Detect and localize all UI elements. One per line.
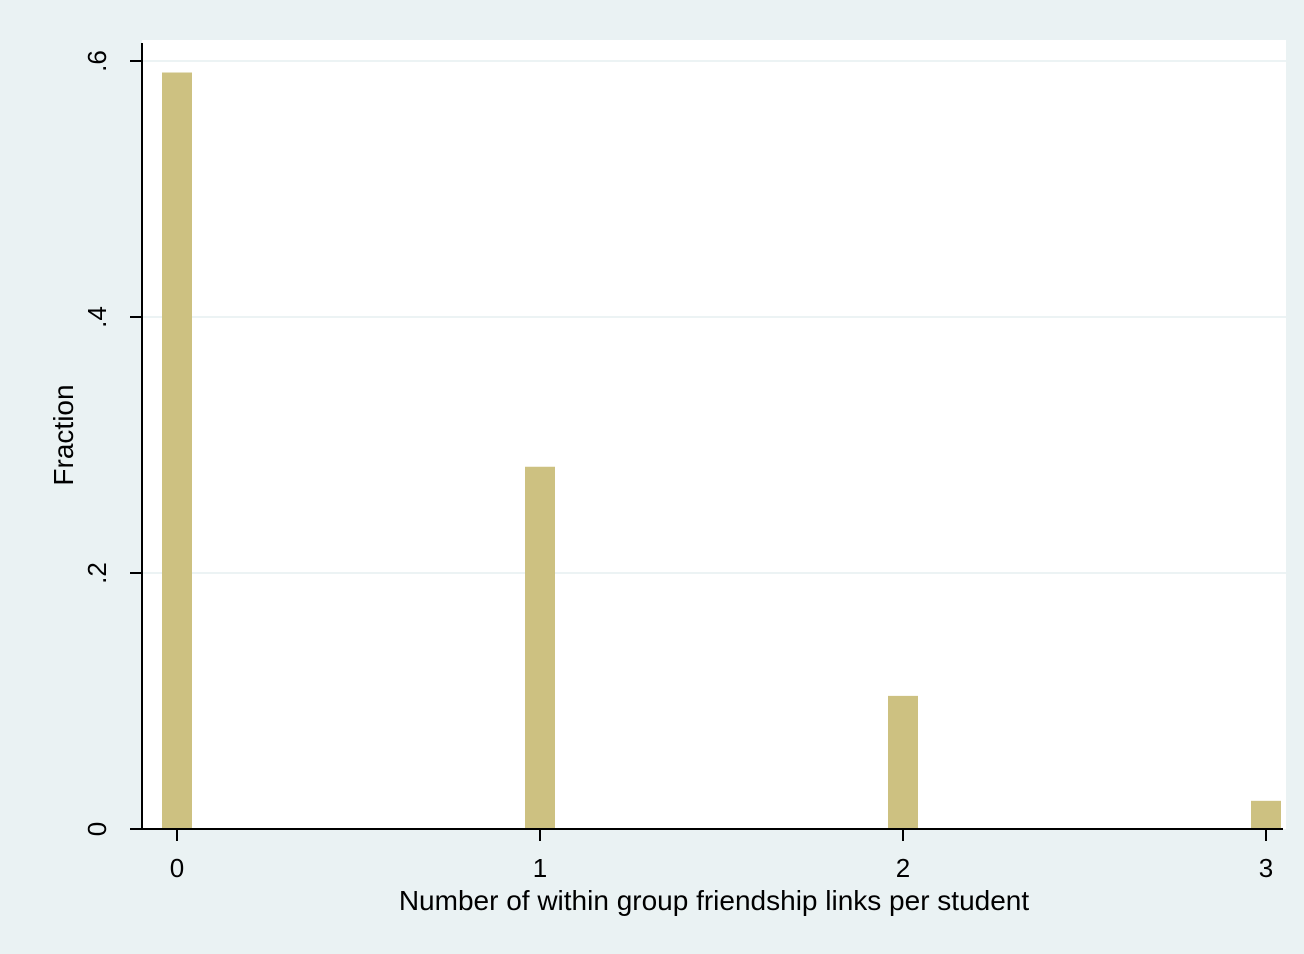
x-tick-label: 3 [1259,853,1273,883]
y-tick-label: 0 [82,822,112,836]
y-tick-label: .2 [82,562,112,584]
plot-area [142,40,1286,829]
x-axis-title: Number of within group friendship links … [399,885,1030,916]
ticks: 0 1 2 3 0 .2 .4 .6 [82,50,1273,883]
gridlines [142,60,1286,574]
bar-0 [162,72,192,829]
bar-1 [525,466,555,829]
x-tick-label: 2 [896,853,910,883]
y-tick-label: .4 [82,306,112,328]
axes [141,43,1283,830]
y-tick-label: .6 [82,50,112,72]
bar-3 [1251,800,1281,829]
bars [162,72,1281,829]
x-tick-label: 1 [533,853,547,883]
bar-2 [888,695,918,829]
y-axis-title: Fraction [48,384,79,485]
x-tick-label: 0 [170,853,184,883]
